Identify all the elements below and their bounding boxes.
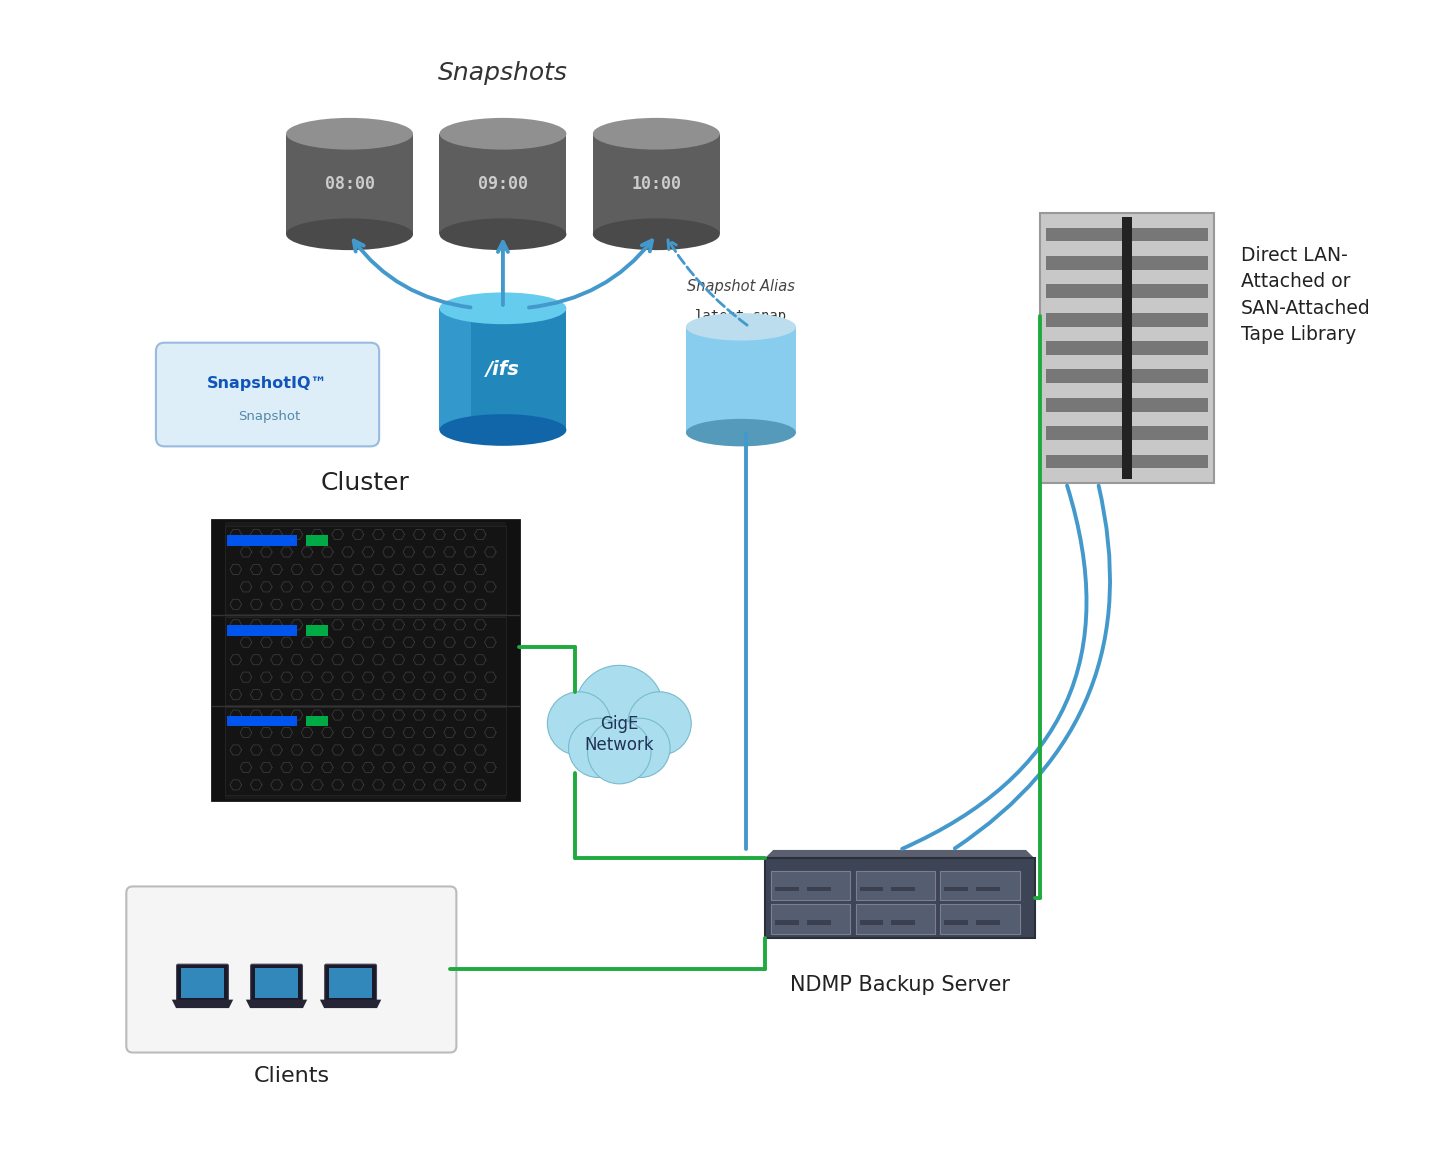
FancyBboxPatch shape — [126, 886, 456, 1052]
Bar — [227, 626, 297, 636]
Bar — [306, 626, 329, 636]
Ellipse shape — [440, 118, 566, 150]
Polygon shape — [171, 1000, 233, 1008]
Ellipse shape — [593, 218, 720, 250]
Polygon shape — [320, 1000, 382, 1008]
Circle shape — [610, 718, 670, 777]
Bar — [976, 920, 1000, 925]
Bar — [224, 707, 506, 795]
Text: Direct LAN-
Attached or
SAN-Attached
Tape Library: Direct LAN- Attached or SAN-Attached Tap… — [1240, 246, 1370, 345]
Bar — [945, 920, 967, 925]
Text: Snapshot: Snapshot — [239, 410, 300, 423]
Polygon shape — [246, 1000, 307, 1008]
Bar — [860, 887, 883, 892]
Bar — [1046, 313, 1208, 327]
Polygon shape — [765, 850, 1035, 858]
Bar — [224, 616, 506, 704]
Bar — [1046, 227, 1208, 241]
Text: GigE
Network: GigE Network — [584, 715, 654, 754]
Text: Snapshot Alias: Snapshot Alias — [687, 279, 795, 294]
Bar — [227, 716, 297, 727]
Bar — [856, 905, 935, 934]
Bar — [775, 920, 799, 925]
Circle shape — [547, 691, 610, 755]
Bar — [181, 968, 224, 997]
Polygon shape — [593, 134, 720, 234]
Ellipse shape — [593, 118, 720, 150]
Text: NDMP Backup Server: NDMP Backup Server — [790, 975, 1010, 995]
Ellipse shape — [440, 414, 566, 445]
Polygon shape — [440, 308, 472, 430]
Polygon shape — [440, 134, 566, 234]
Bar — [945, 887, 967, 892]
Bar — [807, 887, 830, 892]
Bar — [1046, 285, 1208, 298]
Bar — [211, 520, 224, 800]
Text: latest_snap: latest_snap — [694, 309, 787, 323]
Bar — [856, 871, 935, 900]
Bar — [1040, 213, 1215, 483]
Polygon shape — [440, 308, 566, 430]
Bar — [1046, 255, 1208, 270]
Bar — [506, 520, 519, 800]
Bar — [765, 858, 1035, 938]
Bar — [772, 905, 850, 934]
Polygon shape — [686, 327, 796, 432]
Bar — [227, 536, 297, 546]
Bar — [976, 887, 1000, 892]
Ellipse shape — [686, 313, 796, 341]
Bar — [1046, 455, 1208, 469]
Bar — [1046, 427, 1208, 440]
FancyBboxPatch shape — [156, 342, 379, 447]
Circle shape — [587, 721, 652, 784]
Text: SnapshotIQ™: SnapshotIQ™ — [207, 376, 327, 391]
Bar — [772, 871, 850, 900]
FancyBboxPatch shape — [177, 965, 229, 1001]
Ellipse shape — [440, 293, 566, 325]
Text: SnapshotIQ™
Snapshot: SnapshotIQ™ Snapshot — [226, 382, 320, 414]
Bar — [329, 968, 373, 997]
Text: 10:00: 10:00 — [632, 175, 682, 193]
Bar — [892, 920, 915, 925]
Bar — [254, 968, 299, 997]
Text: 09:00: 09:00 — [477, 175, 527, 193]
Bar — [775, 887, 799, 892]
Bar — [1046, 369, 1208, 383]
Text: Clients: Clients — [253, 1065, 330, 1085]
Circle shape — [574, 666, 663, 755]
Bar — [1046, 397, 1208, 411]
Ellipse shape — [686, 418, 796, 447]
Bar — [1122, 217, 1132, 478]
Bar — [211, 520, 519, 800]
FancyBboxPatch shape — [324, 965, 376, 1001]
Ellipse shape — [286, 218, 413, 250]
Circle shape — [569, 718, 627, 777]
Bar — [306, 536, 329, 546]
Ellipse shape — [440, 218, 566, 250]
Bar — [940, 905, 1020, 934]
FancyBboxPatch shape — [250, 965, 303, 1001]
Bar — [892, 887, 915, 892]
Text: Snapshots: Snapshots — [437, 61, 567, 84]
Bar — [306, 716, 329, 727]
Text: /ifs: /ifs — [486, 360, 520, 379]
Ellipse shape — [286, 118, 413, 150]
Text: Cluster: Cluster — [322, 471, 410, 495]
Bar — [860, 920, 883, 925]
Bar — [224, 526, 506, 614]
Text: 08:00: 08:00 — [324, 175, 374, 193]
Bar — [1046, 341, 1208, 355]
Circle shape — [627, 691, 692, 755]
Bar — [940, 871, 1020, 900]
Polygon shape — [286, 134, 413, 234]
Bar — [807, 920, 830, 925]
